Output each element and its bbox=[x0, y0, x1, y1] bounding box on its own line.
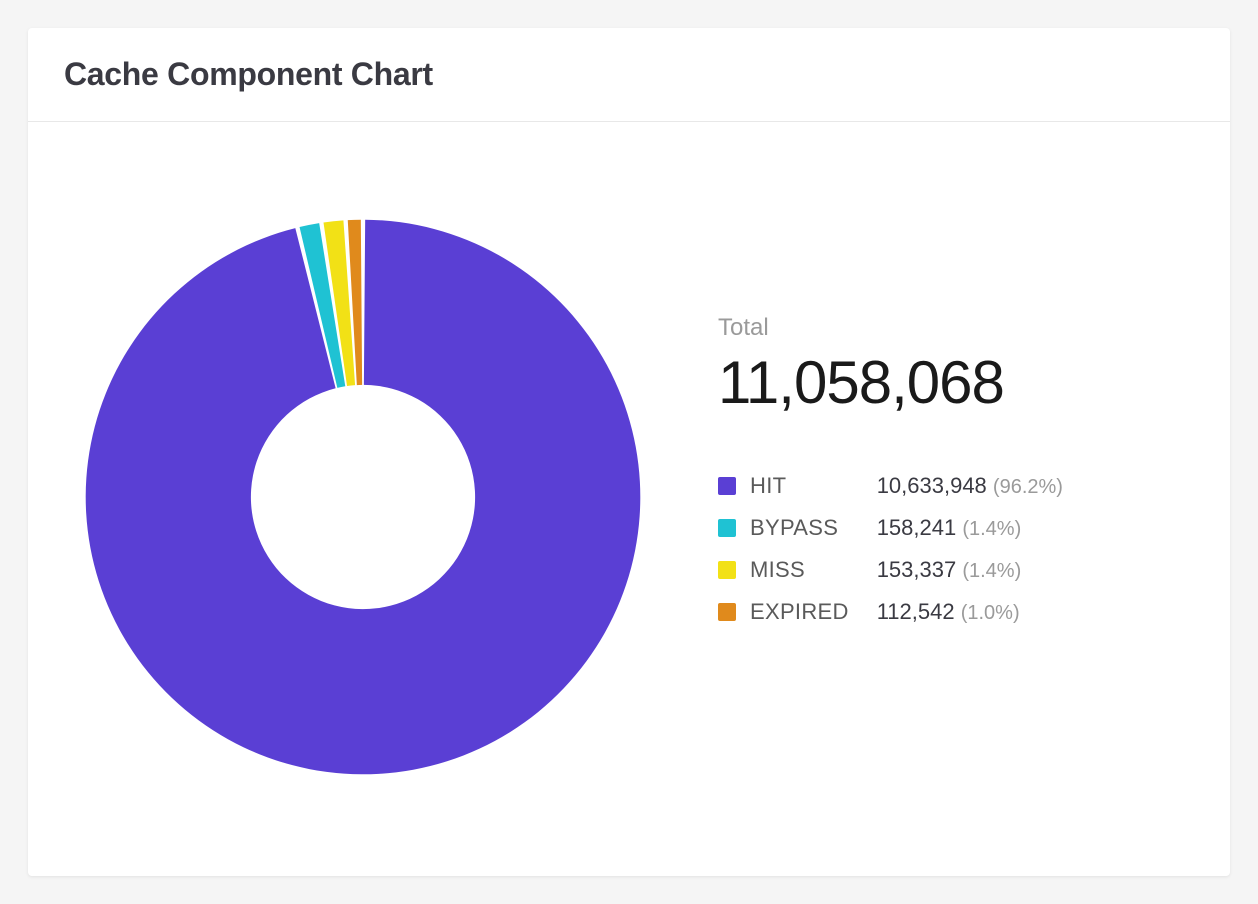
legend-label: BYPASS bbox=[750, 515, 838, 541]
card-body: Total 11,058,068 HIT 10,633,948 (96.2%) BY… bbox=[28, 122, 1230, 876]
legend-percent: (1.4%) bbox=[962, 518, 1021, 540]
legend-value: 153,337 (1.4%) bbox=[877, 557, 1063, 583]
legend-item-hit: HIT bbox=[718, 473, 849, 499]
legend-value: 112,542 (1.0%) bbox=[877, 599, 1063, 625]
legend-percent: (1.0%) bbox=[961, 602, 1020, 624]
donut-chart-container bbox=[68, 202, 658, 797]
chart-details: Total 11,058,068 HIT 10,633,948 (96.2%) BY… bbox=[658, 314, 1170, 685]
legend-percent: (96.2%) bbox=[993, 476, 1063, 498]
donut-chart bbox=[68, 202, 658, 792]
card-header: Cache Component Chart bbox=[28, 28, 1230, 122]
total-value: 11,058,068 bbox=[718, 348, 1170, 417]
legend-item-bypass: BYPASS bbox=[718, 515, 849, 541]
legend-swatch bbox=[718, 477, 736, 495]
legend-swatch bbox=[718, 561, 736, 579]
legend-item-miss: MISS bbox=[718, 557, 849, 583]
legend-value: 158,241 (1.4%) bbox=[877, 515, 1063, 541]
chart-card: Cache Component Chart Total 11,058,068 H… bbox=[28, 28, 1230, 876]
legend-value: 10,633,948 (96.2%) bbox=[877, 473, 1063, 499]
legend-label: EXPIRED bbox=[750, 599, 849, 625]
donut-slice-hit bbox=[86, 219, 641, 774]
legend-item-expired: EXPIRED bbox=[718, 599, 849, 625]
legend-label: MISS bbox=[750, 557, 805, 583]
legend-swatch bbox=[718, 603, 736, 621]
chart-legend: HIT 10,633,948 (96.2%) BYPASS 158,241 (1.4%… bbox=[718, 473, 1091, 625]
card-title: Cache Component Chart bbox=[64, 56, 1194, 93]
legend-label: HIT bbox=[750, 473, 786, 499]
total-label: Total bbox=[718, 314, 1170, 342]
legend-percent: (1.4%) bbox=[962, 560, 1021, 582]
legend-swatch bbox=[718, 519, 736, 537]
